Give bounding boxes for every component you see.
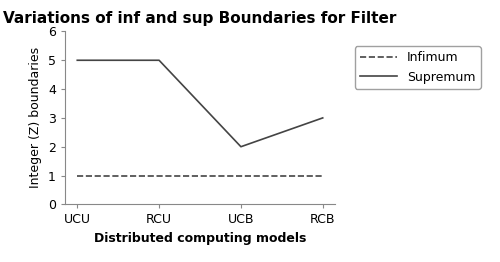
Legend: Infimum, Supremum: Infimum, Supremum [355,46,481,89]
X-axis label: Distributed computing models: Distributed computing models [94,232,306,245]
Y-axis label: Integer (Z) boundaries: Integer (Z) boundaries [30,47,43,188]
Title: Variations of inf and sup Boundaries for Filter: Variations of inf and sup Boundaries for… [4,11,396,26]
